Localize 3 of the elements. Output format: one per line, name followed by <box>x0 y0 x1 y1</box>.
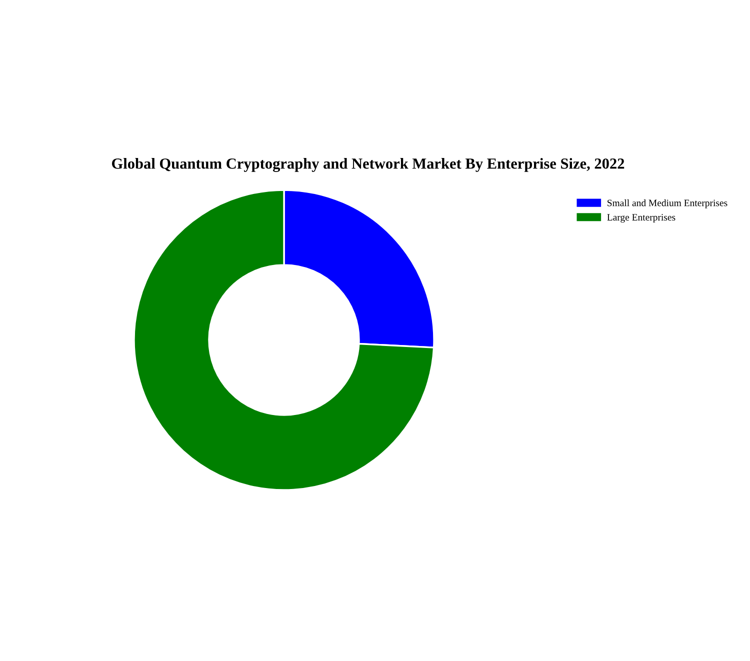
legend-label: Large Enterprises <box>607 214 676 223</box>
chart-title: Global Quantum Cryptography and Network Market By Enterprise Size, 2022 <box>112 158 624 172</box>
legend-label: Small and Medium Enterprises <box>608 199 728 208</box>
